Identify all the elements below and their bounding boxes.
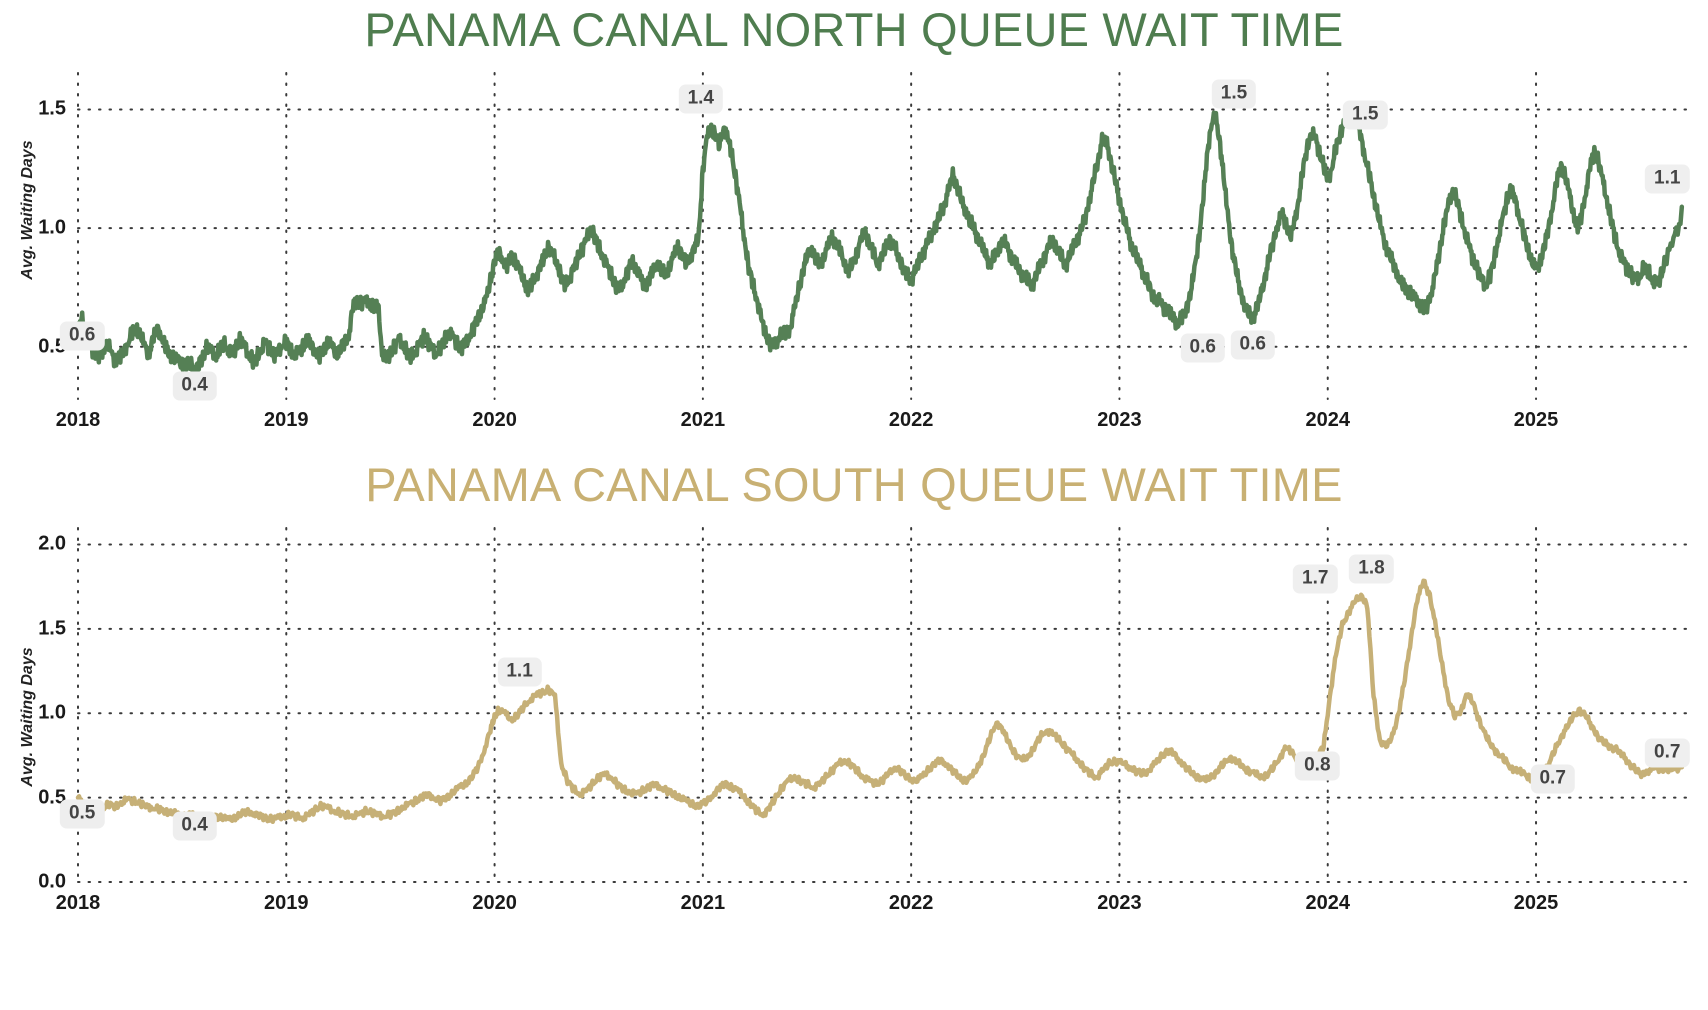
data-point-label: 0.7 — [1530, 764, 1575, 794]
data-point-label: 1.4 — [678, 84, 723, 114]
x-axis-tick-label: 2022 — [888, 409, 934, 431]
data-point-label: 0.5 — [59, 799, 105, 829]
x-axis-tick-label: 2019 — [264, 409, 309, 431]
north-chart-title: PANAMA CANAL NORTH QUEUE WAIT TIME — [364, 3, 1344, 56]
data-point-label: 0.8 — [1295, 751, 1340, 781]
data-point-label: 0.4 — [172, 811, 217, 841]
data-point-label: 0.6 — [59, 321, 105, 351]
y-axis-tick-label: 0.5 — [38, 786, 66, 809]
series-line — [75, 578, 1685, 825]
north-chart-panel: PANAMA CANAL NORTH QUEUE WAIT TIME Avg. … — [0, 0, 1708, 498]
x-axis-tick-label: 2019 — [264, 892, 309, 914]
data-point-label: 0.6 — [1230, 330, 1275, 360]
data-point-label: 1.8 — [1349, 554, 1394, 584]
series-line — [75, 101, 1685, 379]
data-point-label: 1.1 — [1645, 164, 1690, 194]
x-axis-tick-label: 2020 — [472, 892, 517, 914]
data-point-label: 1.1 — [497, 657, 542, 687]
y-axis-tick-label: 0.5 — [38, 335, 66, 358]
y-axis-tick-label: 1.0 — [38, 216, 66, 239]
y-axis-tick-label: 2.0 — [38, 532, 66, 555]
x-axis-tick-label: 2024 — [1305, 409, 1350, 431]
x-axis-tick-label: 2021 — [680, 892, 726, 914]
data-point-label: 0.4 — [172, 371, 217, 401]
x-axis-tick-label: 2024 — [1305, 892, 1350, 914]
x-axis-tick-label: 2025 — [1513, 892, 1559, 914]
x-axis-tick-label: 2018 — [55, 892, 101, 914]
plot-canvas — [75, 527, 1693, 883]
data-point-label: 1.5 — [1211, 79, 1257, 109]
x-axis-tick-label: 2023 — [1097, 409, 1142, 431]
data-point-label: 1.5 — [1343, 100, 1388, 130]
south-plot-area: Avg. Waiting Days 0.0 0.5 1.0 1.5 2.0 2018 201… — [0, 508, 1708, 938]
south-plot-svg — [0, 508, 1708, 938]
x-axis-tick-label: 2023 — [1097, 892, 1142, 914]
x-axis-tick-label: 2020 — [472, 409, 517, 431]
x-axis-tick-label: 2021 — [680, 409, 726, 431]
data-point-label: 1.7 — [1293, 564, 1338, 594]
y-axis-tick-label: 0.0 — [38, 870, 66, 893]
y-axis-tick-label: 1.5 — [38, 97, 66, 120]
south-chart-panel: PANAMA CANAL SOUTH QUEUE WAIT TIME Avg. … — [0, 455, 1708, 1010]
data-point-label: 0.6 — [1180, 333, 1225, 362]
x-axis-tick-label: 2025 — [1513, 409, 1559, 431]
plot-canvas — [75, 72, 1693, 400]
y-axis-tick-label: 1.0 — [38, 701, 66, 724]
north-plot-area: Avg. Waiting Days 0.5 1.0 1.5 2018 2019 2020 2… — [0, 53, 1708, 443]
x-axis-tick-label: 2018 — [55, 409, 101, 431]
x-axis-tick-label: 2022 — [888, 892, 934, 914]
y-axis-tick-label: 1.5 — [38, 617, 66, 640]
north-plot-svg — [0, 53, 1708, 443]
data-point-label: 0.7 — [1645, 738, 1690, 768]
south-chart-title: PANAMA CANAL SOUTH QUEUE WAIT TIME — [365, 458, 1343, 511]
